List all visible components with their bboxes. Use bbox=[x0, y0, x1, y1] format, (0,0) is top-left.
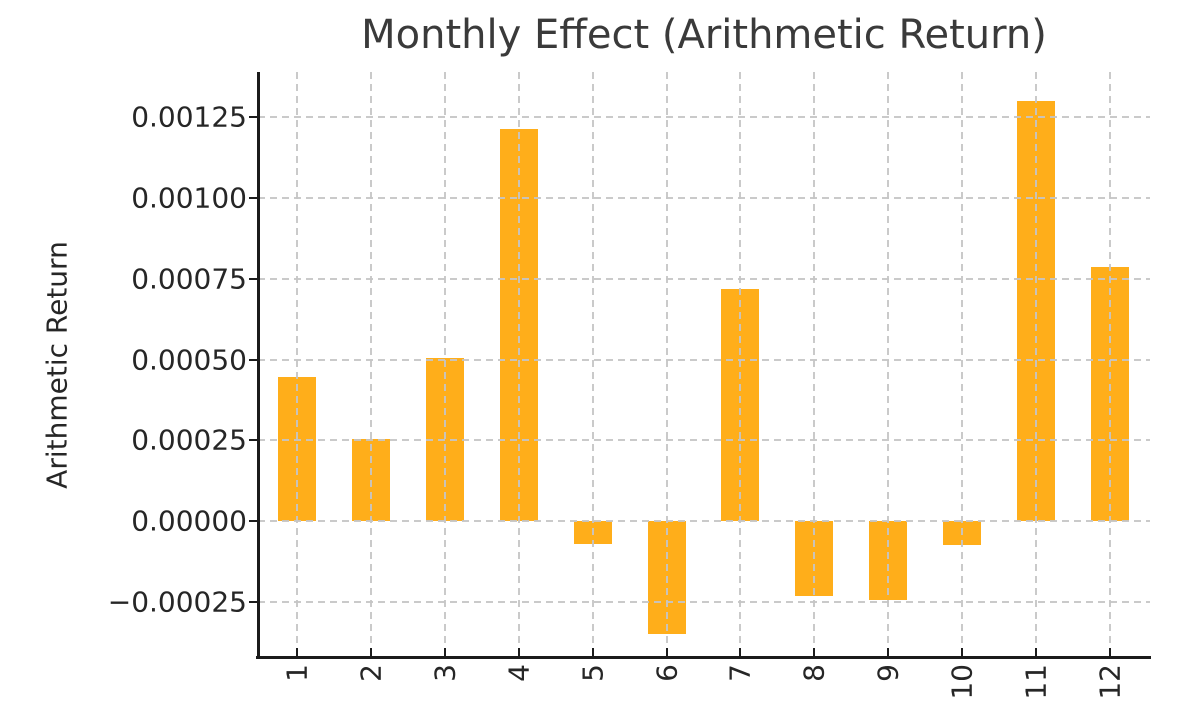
h-gridline bbox=[258, 601, 1150, 604]
x-tick-mark bbox=[813, 648, 816, 658]
x-tick-label: 1 bbox=[281, 664, 314, 682]
y-tick-mark bbox=[249, 116, 259, 119]
y-tick-label: 0.00075 bbox=[131, 262, 247, 296]
x-tick-label-text: 12 bbox=[1093, 664, 1127, 700]
x-tick-label-text: 1 bbox=[280, 664, 314, 682]
y-tick-mark bbox=[249, 520, 259, 523]
x-tick-label: 12 bbox=[1094, 664, 1127, 700]
v-gridline bbox=[665, 72, 668, 657]
v-gridline bbox=[887, 72, 890, 657]
chart-title: Monthly Effect (Arithmetic Return) bbox=[361, 12, 1047, 58]
x-tick-label: 9 bbox=[872, 664, 905, 682]
v-gridline bbox=[443, 72, 446, 657]
x-tick-label-text: 4 bbox=[502, 664, 536, 682]
x-tick-mark bbox=[1035, 648, 1038, 658]
y-axis-label: Arithmetic Return bbox=[40, 241, 74, 489]
v-gridline bbox=[591, 72, 594, 657]
y-tick-label: −0.00025 bbox=[107, 585, 247, 619]
y-tick-mark bbox=[249, 439, 259, 442]
left-spine bbox=[257, 72, 260, 659]
y-tick-label: 0.00050 bbox=[131, 343, 247, 377]
x-tick-label-text: 5 bbox=[576, 664, 610, 682]
y-tick-mark bbox=[249, 277, 259, 280]
x-tick-label: 2 bbox=[354, 664, 387, 682]
x-tick-label: 6 bbox=[650, 664, 683, 682]
x-tick-label-text: 3 bbox=[428, 664, 462, 682]
x-tick-label-text: 2 bbox=[354, 664, 388, 682]
x-tick-label: 11 bbox=[1020, 664, 1053, 700]
x-tick-label: 5 bbox=[576, 664, 609, 682]
x-tick-mark bbox=[443, 648, 446, 658]
y-tick-mark bbox=[249, 197, 259, 200]
x-tick-label-text: 10 bbox=[945, 664, 979, 700]
v-gridline bbox=[1109, 72, 1111, 657]
x-tick-label-text: 11 bbox=[1019, 664, 1053, 700]
x-tick-label: 4 bbox=[502, 664, 535, 682]
y-tick-label: 0.00100 bbox=[131, 181, 247, 215]
h-gridline bbox=[258, 277, 1150, 280]
v-gridline bbox=[1035, 72, 1038, 657]
h-gridline bbox=[258, 520, 1150, 523]
h-gridline bbox=[258, 116, 1150, 119]
h-gridline bbox=[258, 358, 1150, 361]
x-tick-label-text: 7 bbox=[723, 664, 757, 682]
y-tick-label: 0.00025 bbox=[131, 423, 247, 457]
bottom-spine bbox=[256, 656, 1151, 659]
v-gridline bbox=[296, 72, 298, 657]
x-tick-label-text: 6 bbox=[650, 664, 684, 682]
x-tick-label-text: 9 bbox=[871, 664, 905, 682]
h-gridline bbox=[258, 439, 1150, 442]
v-gridline bbox=[961, 72, 964, 657]
x-tick-label: 3 bbox=[428, 664, 461, 682]
x-tick-mark bbox=[369, 648, 372, 658]
x-tick-mark bbox=[517, 648, 520, 658]
y-tick-mark bbox=[249, 358, 259, 361]
y-tick-label: 0.00125 bbox=[131, 100, 247, 134]
x-tick-mark bbox=[665, 648, 668, 658]
y-tick-mark bbox=[249, 601, 259, 604]
v-gridline bbox=[813, 72, 816, 657]
v-gridline bbox=[517, 72, 520, 657]
x-tick-mark bbox=[887, 648, 890, 658]
x-tick-label-text: 8 bbox=[797, 664, 831, 682]
v-gridline bbox=[369, 72, 372, 657]
x-tick-mark bbox=[961, 648, 964, 658]
x-tick-mark bbox=[296, 648, 298, 658]
x-tick-label: 7 bbox=[724, 664, 757, 682]
x-tick-mark bbox=[591, 648, 594, 658]
h-gridline bbox=[258, 197, 1150, 200]
x-tick-mark bbox=[739, 648, 742, 658]
x-tick-label: 8 bbox=[798, 664, 831, 682]
x-tick-label: 10 bbox=[946, 664, 979, 700]
x-tick-mark bbox=[1109, 648, 1111, 658]
v-gridline bbox=[739, 72, 742, 657]
y-tick-label: 0.00000 bbox=[131, 504, 247, 538]
